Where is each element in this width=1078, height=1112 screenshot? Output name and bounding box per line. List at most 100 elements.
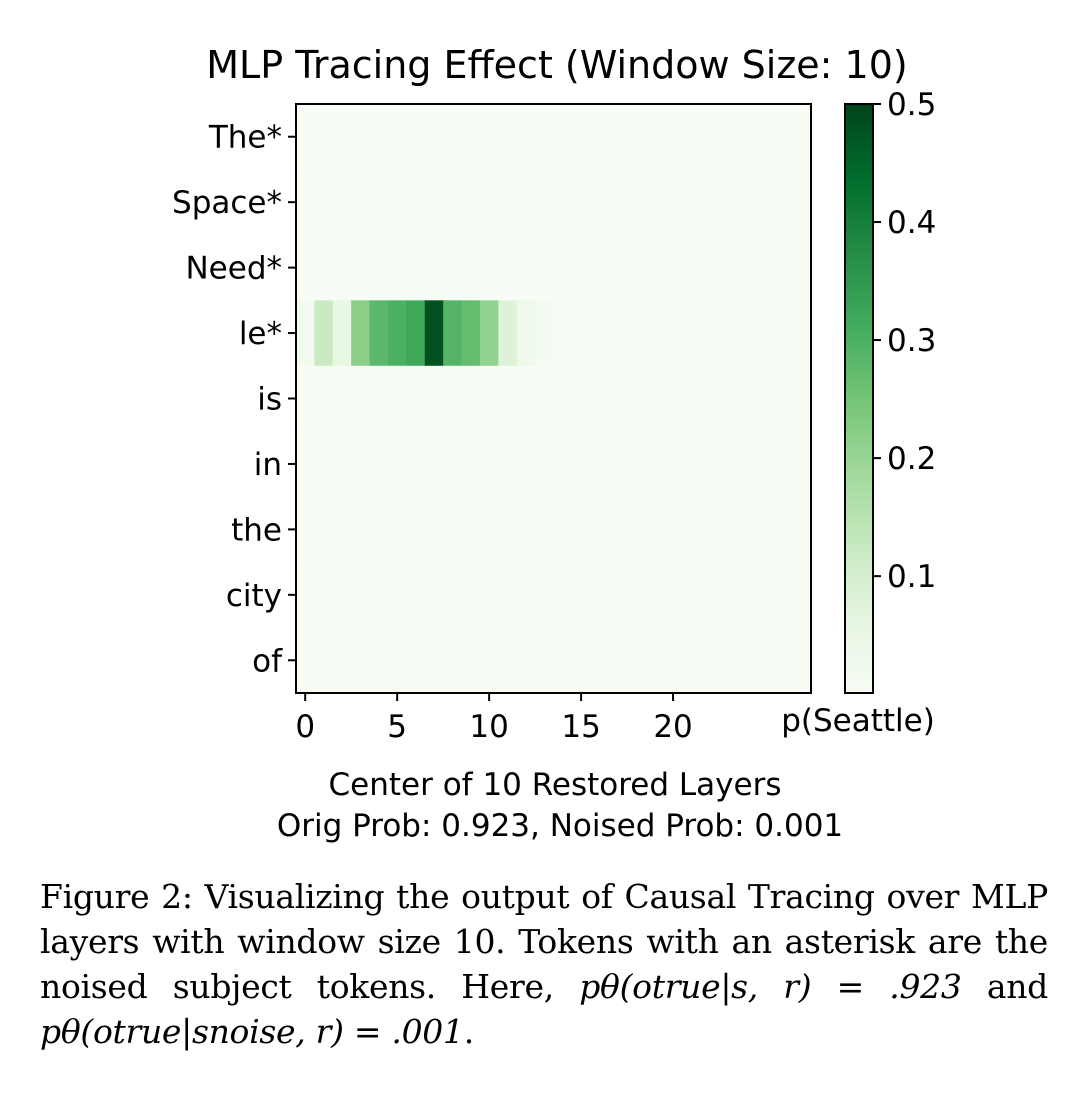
x-axis-sublabel: Orig Prob: 0.923, Noised Prob: 0.001 — [277, 808, 843, 844]
heatmap-cell — [535, 431, 555, 498]
heatmap-cell — [443, 562, 463, 629]
heatmap-cell — [296, 562, 315, 629]
heatmap-cell — [792, 169, 812, 236]
heatmap-cell — [700, 627, 720, 694]
heatmap-cell — [553, 431, 573, 498]
caption-mid: and — [961, 967, 1049, 1006]
x-tick-label: 20 — [653, 709, 692, 745]
heatmap-cell — [387, 431, 407, 498]
heatmap-cell — [608, 104, 628, 171]
heatmap-cell — [332, 627, 352, 694]
heatmap-cell — [719, 169, 739, 236]
y-tick-label: le* — [239, 316, 282, 352]
heatmap-cell — [719, 300, 739, 367]
heatmap-cell — [516, 104, 536, 171]
heatmap-cell — [590, 562, 610, 629]
heatmap-cell — [535, 300, 555, 367]
heatmap-cell — [406, 300, 426, 367]
heatmap-cell — [627, 234, 647, 301]
heatmap-cell — [645, 496, 665, 563]
heatmap-cell — [663, 104, 683, 171]
heatmap-cell — [737, 234, 757, 301]
heatmap-cell — [332, 562, 352, 629]
heatmap-cell — [571, 169, 591, 236]
heatmap-cell — [755, 234, 775, 301]
heatmap-cell — [608, 365, 628, 432]
x-tick-label: 5 — [387, 709, 407, 745]
heatmap-cell — [627, 431, 647, 498]
x-axis-label: Center of 10 Restored Layers — [329, 767, 782, 803]
heatmap-cell — [369, 627, 389, 694]
heatmap-cell — [719, 104, 739, 171]
heatmap-cell — [369, 300, 389, 367]
colorbar-tick-label: 0.3 — [887, 323, 936, 359]
heatmap-cell — [424, 234, 444, 301]
caption-end: . — [463, 1012, 475, 1051]
heatmap-cell — [387, 300, 407, 367]
heatmap-cell — [571, 300, 591, 367]
heatmap-cell — [351, 300, 371, 367]
heatmap-cell — [663, 169, 683, 236]
heatmap-cell — [351, 234, 371, 301]
heatmap-cell — [535, 562, 555, 629]
heatmap-cell — [792, 496, 812, 563]
heatmap-cell — [296, 234, 315, 301]
heatmap-cell — [553, 496, 573, 563]
heatmap-cell — [682, 169, 702, 236]
heatmap-cell — [627, 365, 647, 432]
heatmap-cell — [314, 104, 334, 171]
heatmap-cell — [332, 365, 352, 432]
heatmap-cell — [332, 496, 352, 563]
heatmap-cell — [479, 234, 499, 301]
heatmap-cell — [553, 300, 573, 367]
heatmap-cell — [645, 562, 665, 629]
heatmap-cell — [737, 365, 757, 432]
heatmap-cell — [479, 431, 499, 498]
heatmap-cell — [424, 104, 444, 171]
heatmap-cell — [516, 300, 536, 367]
heatmap-cell — [406, 104, 426, 171]
heatmap-cell — [663, 562, 683, 629]
heatmap-cell — [719, 562, 739, 629]
heatmap-cell — [351, 104, 371, 171]
heatmap-cell — [663, 431, 683, 498]
heatmap-cell — [314, 496, 334, 563]
heatmap-cell — [406, 169, 426, 236]
heatmap-cell — [682, 300, 702, 367]
heatmap-cell — [369, 365, 389, 432]
heatmap-cell — [719, 234, 739, 301]
heatmap-cell — [571, 627, 591, 694]
heatmap-cell — [627, 627, 647, 694]
heatmap-cell — [755, 496, 775, 563]
heatmap-cell — [535, 234, 555, 301]
heatmap-cells — [296, 104, 812, 694]
heatmap-cell — [461, 234, 481, 301]
heatmap-cell — [608, 234, 628, 301]
heatmap-cell — [553, 169, 573, 236]
heatmap-cell — [737, 496, 757, 563]
heatmap-cell — [553, 104, 573, 171]
heatmap-cell — [608, 431, 628, 498]
heatmap-cell — [498, 234, 518, 301]
heatmap-cell — [516, 365, 536, 432]
heatmap-cell — [535, 365, 555, 432]
heatmap-cell — [314, 234, 334, 301]
heatmap-cell — [700, 496, 720, 563]
x-tick-label: 15 — [561, 709, 600, 745]
heatmap-cell — [719, 431, 739, 498]
heatmap-cell — [774, 627, 794, 694]
heatmap-cell — [608, 496, 628, 563]
heatmap-cell — [443, 496, 463, 563]
colorbar-tick-label: 0.1 — [887, 559, 936, 595]
heatmap-cell — [737, 627, 757, 694]
heatmap-cell — [351, 562, 371, 629]
heatmap-cell — [461, 627, 481, 694]
heatmap-cell — [737, 104, 757, 171]
heatmap-cell — [498, 365, 518, 432]
heatmap-cell — [700, 234, 720, 301]
heatmap-cell — [627, 496, 647, 563]
colorbar — [844, 103, 874, 694]
heatmap-cell — [296, 365, 315, 432]
heatmap-cell — [498, 300, 518, 367]
y-tick-label: city — [226, 578, 282, 614]
